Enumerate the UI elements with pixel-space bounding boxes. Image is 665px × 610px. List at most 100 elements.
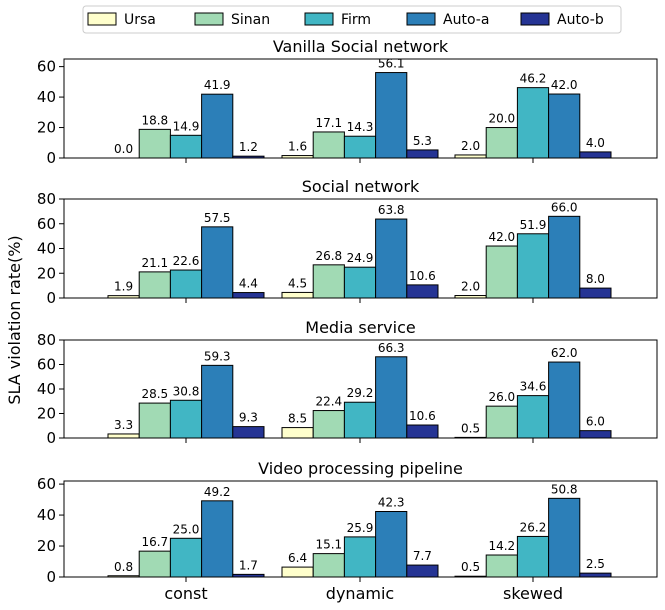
bar-firm-skewed: [516, 87, 550, 159]
value-label-auto-a-const: 59.3: [204, 349, 231, 363]
bar-sinan-dynamic: [312, 131, 345, 159]
value-label-auto-a-skewed: 50.8: [551, 482, 578, 496]
bar-firm-dynamic: [343, 266, 377, 299]
y-tick-label: 0: [46, 568, 56, 586]
bar-sinan-skewed: [485, 127, 518, 159]
bar-firm-dynamic: [343, 536, 377, 578]
value-label-firm-dynamic: 25.9: [347, 521, 374, 535]
y-axis-label: SLA violation rate(%): [5, 235, 24, 404]
bar-sinan-const: [138, 402, 171, 439]
bar-firm-skewed: [516, 395, 550, 439]
value-label-firm-skewed: 46.2: [520, 72, 547, 86]
legend-label-auto-b: Auto-b: [557, 12, 604, 28]
value-label-auto-a-dynamic: 66.3: [378, 341, 405, 355]
value-label-ursa-const: 1.9: [114, 280, 133, 294]
bar-auto-a-skewed: [548, 361, 581, 439]
bar-sinan-skewed: [485, 554, 518, 578]
value-label-firm-const: 14.9: [173, 119, 200, 133]
bar-auto-b-skewed: [579, 572, 612, 578]
value-label-auto-a-skewed: 66.0: [551, 200, 578, 214]
chart-panels: Vanilla Social network 0.0 1.6 2.0 18.8 17.1 2…: [37, 37, 658, 603]
y-tick-label: 40: [37, 506, 56, 524]
value-label-auto-b-const: 1.2: [239, 140, 258, 154]
value-label-sinan-skewed: 42.0: [488, 230, 515, 244]
value-label-firm-const: 25.0: [173, 522, 200, 536]
panel-title: Social network: [302, 177, 420, 196]
y-tick-label: 80: [37, 190, 56, 208]
value-label-firm-skewed: 34.6: [520, 380, 547, 394]
y-tick-label: 40: [37, 380, 56, 398]
bar-firm-skewed: [516, 535, 550, 578]
bar-auto-b-dynamic: [406, 284, 439, 299]
bar-firm-const: [169, 134, 203, 159]
value-label-sinan-dynamic: 15.1: [315, 538, 342, 552]
y-tick-label: 0: [46, 289, 56, 307]
bar-auto-b-dynamic: [406, 424, 439, 439]
value-label-sinan-skewed: 20.0: [488, 112, 515, 126]
panel-media-service: Media service 3.3 8.5 0.5 28.5 22.4 26.0 30.8 29…: [37, 318, 658, 447]
bar-ursa-dynamic: [281, 566, 314, 578]
y-tick-label: 60: [37, 475, 56, 493]
value-label-sinan-const: 21.1: [141, 256, 168, 270]
legend-label-ursa: Ursa: [124, 12, 156, 28]
bar-ursa-dynamic: [281, 427, 314, 439]
bar-sinan-dynamic: [312, 410, 345, 439]
value-label-ursa-skewed: 2.0: [461, 280, 480, 294]
value-label-auto-a-const: 57.5: [204, 211, 231, 225]
value-label-sinan-skewed: 14.2: [488, 539, 515, 553]
bar-auto-b-dynamic: [406, 149, 439, 159]
bar-auto-a-const: [201, 93, 234, 159]
value-label-auto-b-const: 1.7: [239, 558, 258, 572]
legend-label-auto-a: Auto-a: [443, 12, 489, 28]
x-tick-label-dynamic: dynamic: [326, 584, 394, 603]
legend-swatch-sinan: [194, 12, 224, 26]
panel-frame: [63, 198, 658, 299]
legend-swatch-auto-a: [406, 12, 436, 26]
value-label-auto-b-skewed: 4.0: [586, 136, 605, 150]
bar-auto-a-skewed: [548, 93, 581, 159]
panel-video-processing-pipeline: Video processing pipeline 0.8 6.4 0.5 16.7 15…: [37, 459, 658, 603]
bar-firm-const: [169, 399, 203, 439]
legend-label-sinan: Sinan: [231, 12, 270, 28]
value-label-auto-b-skewed: 8.0: [586, 272, 605, 286]
value-label-auto-a-skewed: 62.0: [551, 346, 578, 360]
value-label-sinan-dynamic: 26.8: [315, 249, 342, 263]
bar-auto-b-skewed: [579, 287, 612, 299]
value-label-sinan-dynamic: 17.1: [315, 116, 342, 130]
y-tick-label: 0: [46, 149, 56, 167]
y-tick-label: 80: [37, 331, 56, 349]
value-label-auto-a-const: 41.9: [204, 78, 231, 92]
value-label-auto-b-const: 9.3: [239, 411, 258, 425]
value-label-auto-b-dynamic: 10.6: [409, 269, 436, 283]
value-label-auto-b-dynamic: 10.6: [409, 409, 436, 423]
bar-sinan-dynamic: [312, 553, 345, 578]
value-label-ursa-dynamic: 4.5: [288, 276, 307, 290]
x-tick-label-const: const: [164, 584, 207, 603]
value-label-auto-a-skewed: 42.0: [551, 78, 578, 92]
bar-auto-b-skewed: [579, 151, 612, 159]
bar-firm-skewed: [516, 233, 550, 299]
bar-firm-const: [169, 537, 203, 578]
y-tick-label: 40: [37, 240, 56, 258]
value-label-auto-b-const: 4.4: [239, 277, 258, 291]
value-label-auto-b-skewed: 6.0: [586, 415, 605, 429]
value-label-ursa-skewed: 0.5: [461, 560, 480, 574]
bar-auto-a-dynamic: [375, 72, 408, 159]
bar-auto-a-const: [201, 500, 234, 578]
bar-sinan-const: [138, 271, 171, 299]
legend-label-firm: Firm: [341, 12, 371, 28]
value-label-ursa-const: 0.8: [114, 560, 133, 574]
bar-auto-a-dynamic: [375, 356, 408, 439]
panel-title: Vanilla Social network: [273, 37, 449, 56]
value-label-firm-const: 30.8: [173, 384, 200, 398]
bar-auto-b-dynamic: [406, 564, 439, 578]
value-label-ursa-dynamic: 1.6: [288, 140, 307, 154]
panel-title: Media service: [305, 318, 415, 337]
panel-social-network: Social network 1.9 4.5 2.0 21.1 26.8 42.0 22.6 2…: [37, 177, 658, 307]
value-label-firm-skewed: 26.2: [520, 520, 547, 534]
y-tick-label: 20: [37, 264, 56, 282]
value-label-auto-b-dynamic: 7.7: [413, 549, 432, 563]
legend: Ursa Sinan Firm Auto-a Auto-b: [82, 5, 622, 34]
bar-ursa-const: [107, 433, 140, 439]
